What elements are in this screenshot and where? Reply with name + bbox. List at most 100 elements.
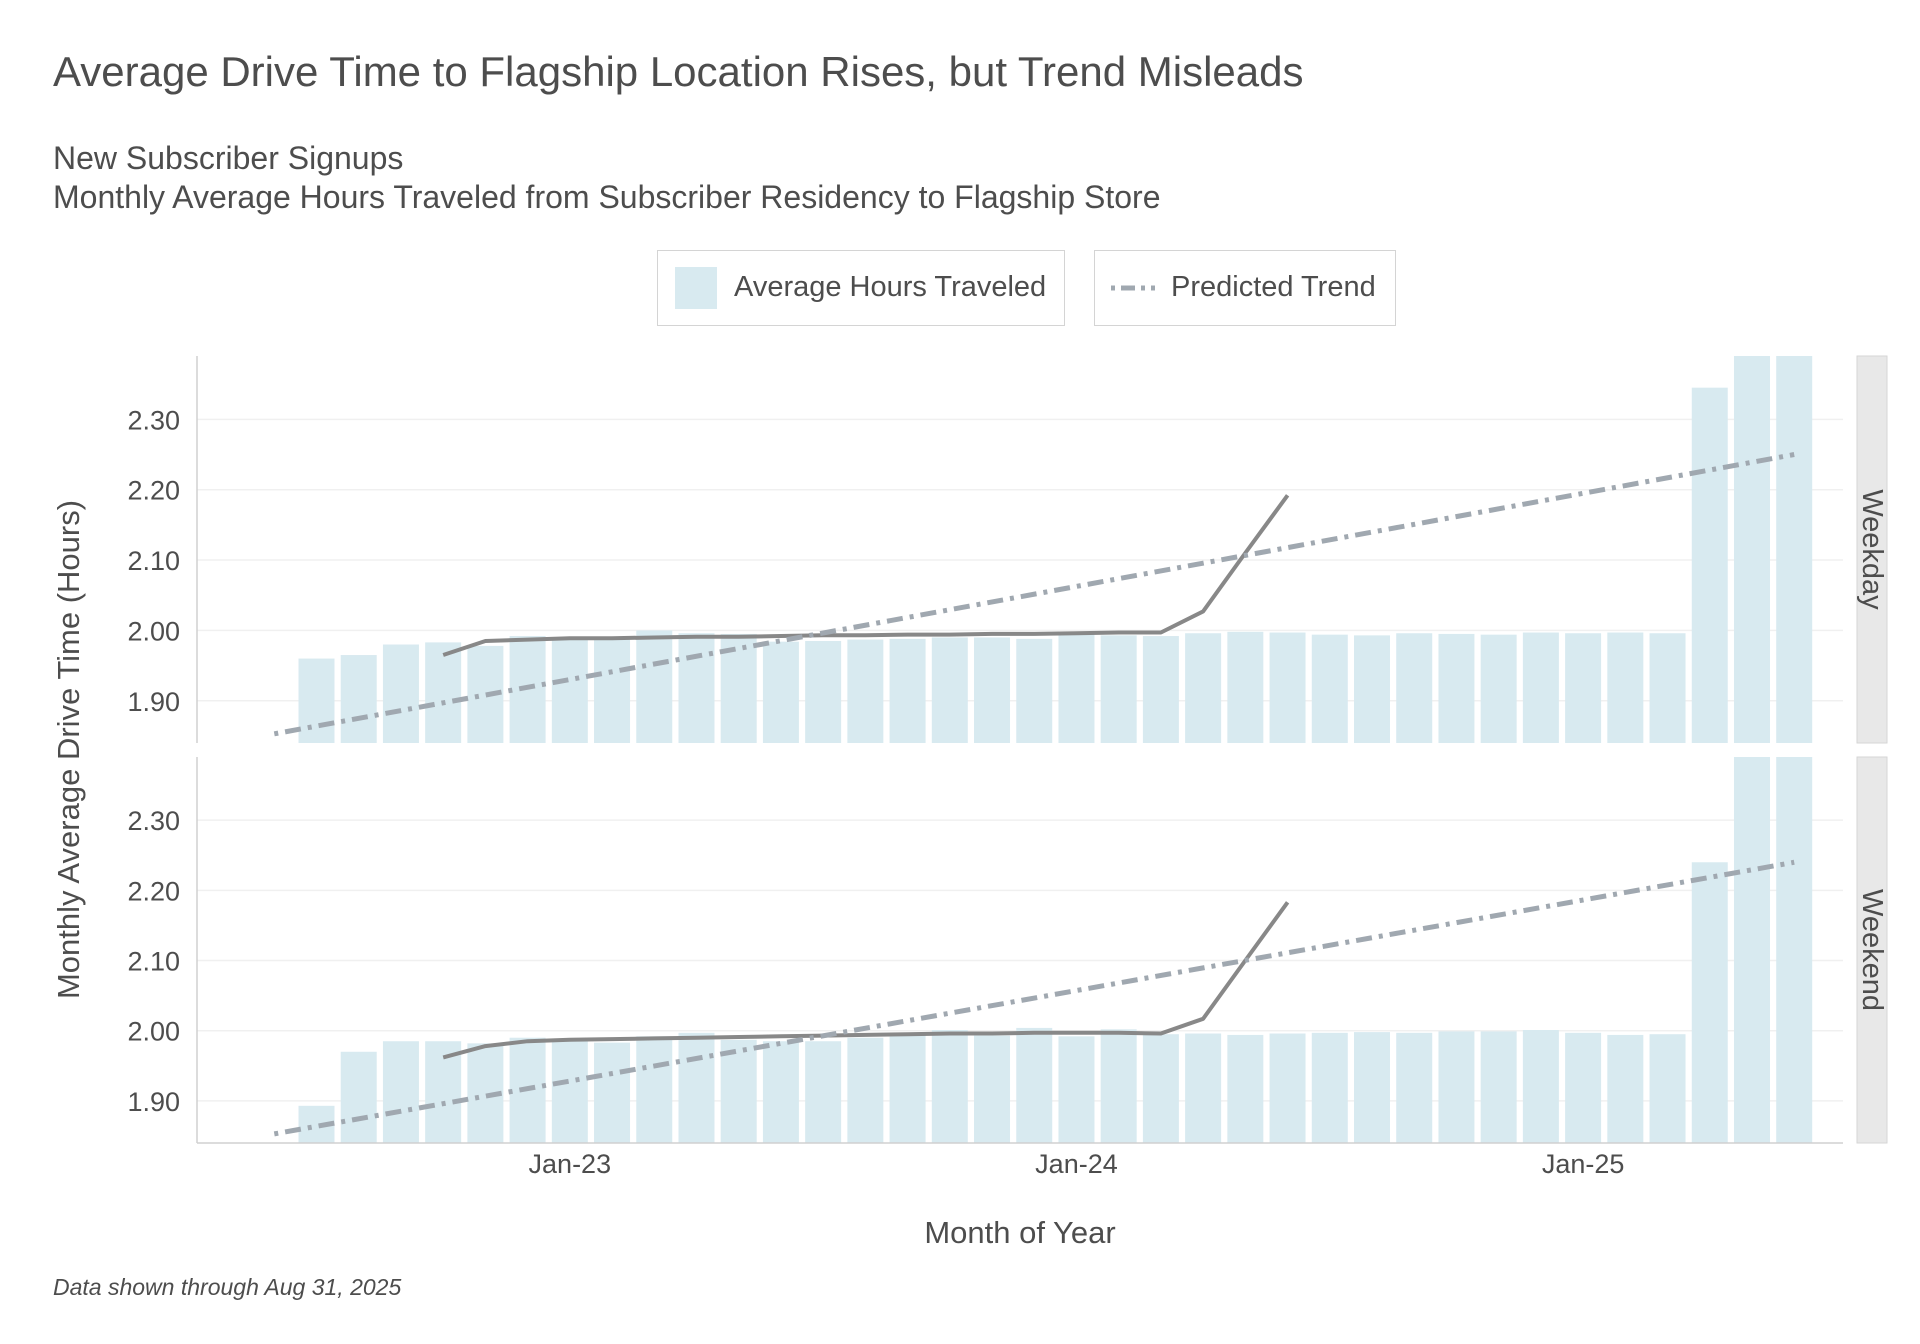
smoothed-line: [442, 494, 1290, 657]
facet-strip: [1856, 756, 1888, 1144]
legend-trend: Predicted Trend: [1094, 250, 1396, 326]
bar: [1142, 1034, 1179, 1143]
bar: [1354, 635, 1390, 743]
legend-bar-swatch: [675, 267, 717, 309]
bar: [1016, 638, 1053, 743]
predicted-trend-line: [273, 859, 1795, 1137]
bar: [1438, 1031, 1475, 1143]
bar: [1565, 1032, 1602, 1143]
bar: [1733, 757, 1770, 1143]
facet-label: Weekend: [1856, 889, 1888, 1011]
bar: [382, 644, 419, 743]
bar: [1058, 633, 1095, 743]
y-axis-title: Monthly Average Drive Time (Hours): [51, 500, 86, 999]
bar: [298, 658, 335, 743]
bar: [1058, 1036, 1095, 1143]
bar: [720, 1039, 757, 1143]
bar: [636, 1036, 673, 1143]
legend-trend-label: Predicted Trend: [1171, 271, 1376, 303]
bar: [1227, 631, 1264, 743]
legend-trend-swatch: [1111, 285, 1155, 291]
y-tick-label: 2.10: [127, 947, 180, 977]
y-tick-label: 2.00: [127, 1017, 180, 1047]
bar: [1354, 1032, 1390, 1143]
bar: [1522, 1030, 1559, 1143]
x-axis-title: Month of Year: [924, 1215, 1115, 1250]
bar: [382, 1041, 419, 1143]
bar: [340, 1051, 377, 1143]
bar: [425, 642, 462, 743]
bar: [1691, 387, 1728, 743]
bar: [1607, 632, 1644, 743]
bar: [1607, 1034, 1644, 1143]
bar: [551, 638, 588, 743]
bar: [1311, 1032, 1348, 1143]
chart-subtitle: New Subscriber Signups: [53, 140, 404, 176]
bar: [889, 638, 926, 743]
y-tick-label: 2.30: [127, 806, 180, 836]
predicted-trend-line: [273, 452, 1795, 737]
bar: [1185, 1033, 1222, 1143]
bar: [594, 637, 631, 743]
bar: [1522, 632, 1559, 743]
bar: [1100, 635, 1137, 743]
chart-title: Average Drive Time to Flagship Location …: [53, 48, 1304, 95]
bar: [1016, 1027, 1053, 1143]
bar: [1142, 636, 1179, 743]
bar: [805, 1041, 842, 1143]
bar: [551, 1041, 588, 1143]
bar: [974, 1035, 1011, 1143]
legend-bars: Average Hours Traveled: [657, 250, 1065, 326]
panel-weekend: 1.90 2.00 2.10 2.20 2.30 Weekend: [127, 756, 1888, 1144]
bar: [889, 1034, 926, 1143]
bar: [1438, 633, 1475, 743]
y-tick-label: 1.90: [127, 687, 180, 717]
facet-strip: [1856, 355, 1888, 744]
bar: [636, 630, 673, 743]
bar: [805, 640, 842, 743]
bar: [1480, 634, 1517, 743]
bar: [762, 641, 799, 743]
legend-bars-label: Average Hours Traveled: [734, 271, 1047, 303]
chart-subtitle-line-2: Monthly Average Hours Traveled from Subs…: [53, 179, 1161, 215]
bar: [1269, 1033, 1306, 1143]
bar: [1396, 1032, 1433, 1143]
bar: [762, 1041, 799, 1143]
facet-label: Weekday: [1856, 489, 1888, 610]
bar: [1649, 633, 1686, 743]
bar: [340, 655, 377, 743]
x-tick-label: Jan-23: [529, 1149, 612, 1179]
x-tick-label: Jan-24: [1035, 1149, 1118, 1179]
y-tick-label: 1.90: [127, 1087, 180, 1117]
bar: [1100, 1029, 1137, 1143]
bar: [1691, 862, 1728, 1143]
bar: [678, 633, 715, 743]
bar: [1776, 356, 1813, 743]
y-tick-label: 2.00: [127, 616, 180, 646]
smoothed-line: [442, 901, 1290, 1060]
panel-marks: [273, 356, 1813, 743]
bar: [1649, 1034, 1686, 1143]
bar: [847, 639, 884, 743]
y-tick-label: 2.20: [127, 876, 180, 906]
bar: [1269, 632, 1306, 743]
bar: [1733, 356, 1770, 743]
bar: [931, 637, 968, 743]
bar: [847, 1037, 884, 1143]
bar: [974, 637, 1011, 743]
bar: [1776, 757, 1813, 1143]
bar: [1227, 1034, 1264, 1143]
bar: [1565, 633, 1602, 743]
bar: [1185, 633, 1222, 743]
y-tick-label: 2.30: [127, 405, 180, 435]
bar: [678, 1032, 715, 1143]
y-tick-label: 2.20: [127, 476, 180, 506]
chart-caption: Data shown through Aug 31, 2025: [53, 1274, 402, 1300]
bar: [1480, 1031, 1517, 1143]
bar: [1311, 634, 1348, 743]
panel-marks: [273, 757, 1813, 1143]
bar: [931, 1030, 968, 1143]
x-tick-label: Jan-25: [1542, 1149, 1625, 1179]
y-tick-label: 2.10: [127, 546, 180, 576]
